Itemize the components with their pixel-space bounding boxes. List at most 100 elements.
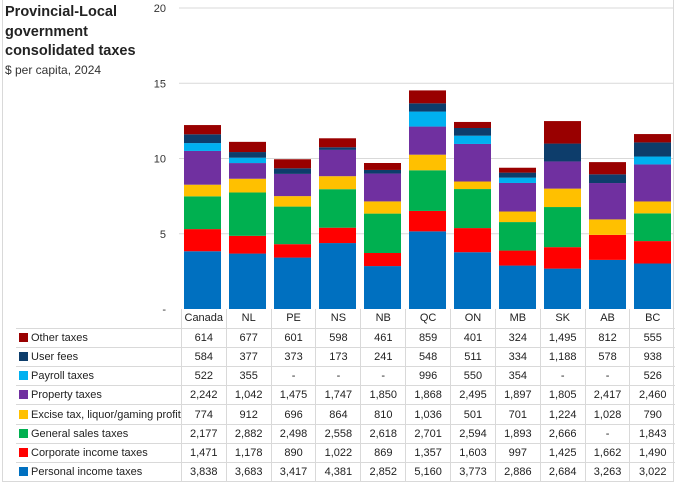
table-cell: 461 [360,327,406,348]
bar-segment [544,207,581,248]
table-cell: 324 [494,327,541,348]
table-row: Excise tax, liquor/gaming profit 774 912 69… [16,404,675,425]
table-cell: 1,224 [539,404,586,425]
y-tick-label: 5 [160,229,166,241]
table-column-header: BC [629,309,675,329]
bar-segment [409,90,446,104]
table-cell: 1,603 [450,442,496,463]
bar-segment [364,252,401,267]
bar-stack-on [454,121,491,309]
legend-label: Payroll taxes [16,366,182,386]
bar-segment [184,150,221,185]
bar-segment [364,173,401,202]
table-cell: 584 [180,346,227,367]
legend-text: Property taxes [31,389,102,402]
table-cell: 1,868 [405,385,451,405]
legend-swatch-icon [19,332,28,342]
table-cell: 864 [315,404,361,425]
bar-stack-canada [184,125,221,309]
table-cell: 1,805 [539,385,586,405]
table-cell: - [270,366,316,386]
bar-segment [184,251,221,309]
table-cell: 3,417 [270,461,316,482]
legend-text: Personal income taxes [31,466,143,479]
bar-segment [229,152,266,158]
chart-subtitle: $ per capita, 2024 [5,63,102,77]
table-row: Property taxes 2,242 1,042 1,475 1,747 1,850 1… [16,385,675,405]
legend-swatch-icon [19,351,28,361]
table-cell: 2,701 [405,423,451,444]
legend-text: General sales taxes [31,427,129,440]
bar-segment [454,228,491,253]
legend-label: General sales taxes [16,423,182,444]
bar-stack-qc [409,90,446,309]
bar-segment [589,234,626,260]
table-cell: 526 [629,366,675,386]
table-cell: - [584,366,630,386]
table-cell: 598 [315,327,361,348]
bar-segment [319,176,356,190]
bar-segment [544,268,581,309]
table-column-header: NB [360,309,406,329]
table-column-header: MB [494,309,541,329]
table-cell: 377 [225,346,272,367]
legend-label: Corporate income taxes [16,442,182,463]
legend-label: Personal income taxes [16,461,182,482]
table-cell: 3,683 [225,461,272,482]
table-cell: 601 [270,327,316,348]
bar-segment [409,210,446,232]
bar-segment [634,241,671,264]
table-cell: 614 [180,327,227,348]
bar-segment [184,143,221,151]
bar-segment [589,219,626,235]
bar-segment [229,192,266,236]
bar-segment [544,143,581,162]
table-cell: 241 [360,346,406,367]
y-tick-label: 20 [154,3,166,15]
legend-swatch-icon [19,428,28,438]
bar-segment [544,121,581,144]
bar-segment [544,161,581,189]
table-cell: 890 [270,442,316,463]
bar-segment [274,159,311,169]
table-cell: 2,594 [450,423,496,444]
bar-segment [589,183,626,220]
bar-segment [454,127,491,136]
bar-segment [499,182,536,212]
bar-segment [274,206,311,245]
bar-segment [184,125,221,135]
bar-segment [454,143,491,182]
table-cell: 511 [450,346,496,367]
bar-segment [229,253,266,309]
legend-swatch-icon [19,409,28,419]
table-column-header: NL [225,309,272,329]
bar-segment [184,184,221,197]
bar-segment [319,147,356,150]
table-cell: 355 [225,366,272,386]
bar-segment [229,163,266,179]
stacked-bar-chart: - 5 10 15 20 [154,3,673,312]
table-cell: 1,662 [584,442,630,463]
bar-segment [499,177,536,183]
table-cell: 2,177 [180,423,227,444]
bar-segment [454,181,491,190]
bar-segment [319,149,356,177]
chart-title: Provincial-Local government consolidated… [5,4,136,59]
bar-segment [274,244,311,258]
table-cell: 354 [494,366,541,386]
bar-segment [634,134,671,143]
table-cell: 334 [494,346,541,367]
table-cell: 1,042 [225,385,272,405]
table-cell: - [539,366,586,386]
table-cell: 912 [225,404,272,425]
bar-stack-bc [634,134,671,309]
table-cell: 2,558 [315,423,361,444]
bar-segment [634,142,671,157]
y-tick-label: 15 [154,78,166,90]
y-tick-label: 10 [154,154,166,166]
legend-text: Excise tax, liquor/gaming profit [31,408,181,421]
bar-segment [544,247,581,269]
table-cell: 2,882 [225,423,272,444]
bar-segment [634,263,671,309]
bar-segment [589,259,626,309]
